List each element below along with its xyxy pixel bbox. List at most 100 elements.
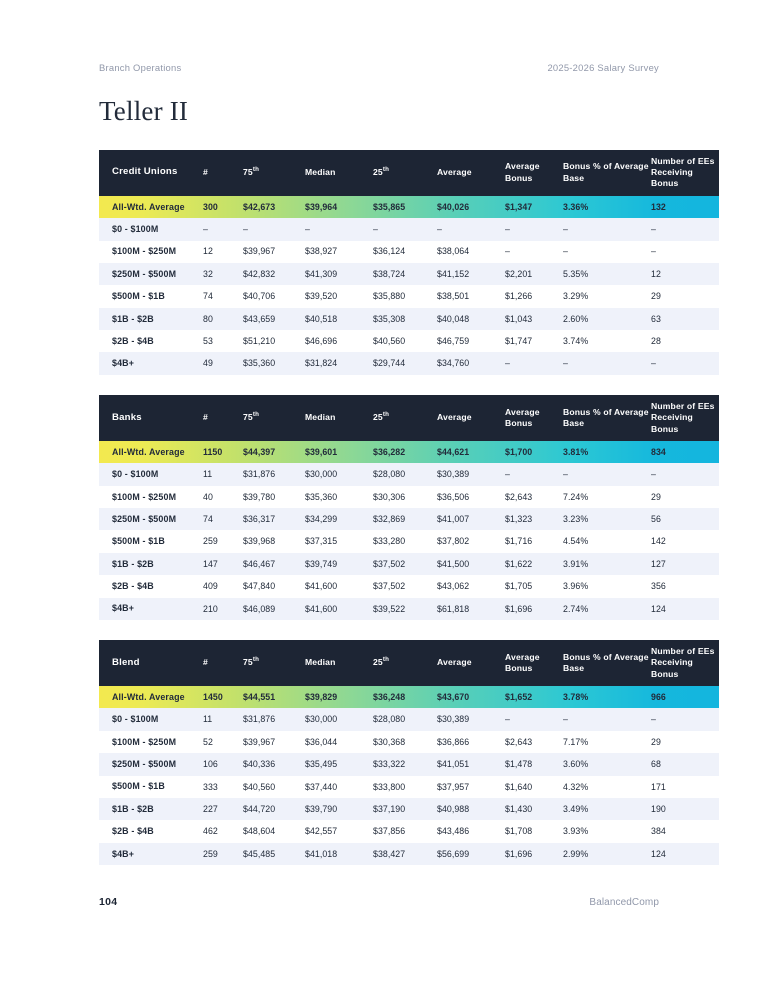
cell-75th: $39,967 <box>243 240 305 263</box>
column-header-count: # <box>203 394 243 441</box>
cell-average: $37,802 <box>437 530 505 553</box>
cell-75th: $46,467 <box>243 552 305 576</box>
row-label: $250M - $500M <box>99 508 203 531</box>
table-row: $4B+ 210 $46,089 $41,600 $39,522 $61,818 $1,69… <box>99 597 719 620</box>
cell-25th: $38,427 <box>373 842 437 866</box>
cell-ees-receiving: – <box>651 218 719 241</box>
cell-median: $39,520 <box>305 285 373 308</box>
running-head-publication: 2025-2026 Salary Survey <box>547 62 659 73</box>
cell-bonus-pct: 2.60% <box>563 307 651 331</box>
cell-25th: $33,280 <box>373 530 437 553</box>
cell-average-bonus: $1,347 <box>505 201 533 212</box>
cell-bonus-pct: 3.29% <box>563 285 651 308</box>
brand-wordmark: BalancedComp <box>589 897 659 908</box>
cell-average-bonus: $2,201 <box>505 262 563 286</box>
column-header-average-bonus: Average Bonus <box>505 149 563 196</box>
column-header-count-text: # <box>203 412 208 423</box>
table-title-blend: Blend <box>99 640 203 687</box>
cell-average-bonus: – <box>505 240 563 263</box>
cell-75th: $44,720 <box>243 797 305 821</box>
cell-average-bonus: $1,696 <box>505 597 563 620</box>
column-header-bonus-pct-text: Bonus % of Average Base <box>563 406 649 428</box>
column-header-bonus-pct: Bonus % of Average Base <box>563 394 651 441</box>
cell-median: $39,829 <box>305 691 338 702</box>
column-header-average-bonus: Average Bonus <box>505 394 563 441</box>
running-head-section: Branch Operations <box>99 62 182 73</box>
cell-25th: $37,502 <box>373 575 437 598</box>
row-label: $1B - $2B <box>99 307 203 331</box>
cell-median: $38,927 <box>305 240 373 263</box>
column-header-count-text: # <box>203 167 208 178</box>
cell-ees-receiving: 124 <box>651 597 719 620</box>
cell-average: $46,759 <box>437 330 505 353</box>
cell-75th: $47,840 <box>243 575 305 598</box>
cell-75th: $31,876 <box>243 463 305 486</box>
row-label: $2B - $4B <box>99 820 203 843</box>
column-header-25th-ordinal-suffix: th <box>382 656 389 664</box>
cell-median: $39,749 <box>305 552 373 576</box>
row-label: $4B+ <box>99 597 203 620</box>
column-header-75th: 75th <box>243 640 305 687</box>
cell-count: 80 <box>203 307 243 331</box>
page-number: 104 <box>99 896 118 908</box>
cell-bonus-pct: – <box>563 708 651 731</box>
column-header-75th-ordinal-suffix: th <box>252 166 259 174</box>
cell-average-bonus: $1,323 <box>505 508 563 531</box>
cell-ees-receiving: 56 <box>651 508 719 531</box>
cell-ees-receiving: 171 <box>651 775 719 798</box>
page-title: Teller II <box>99 96 189 126</box>
column-header-25th: 25th <box>373 394 437 441</box>
column-header-75th-ordinal-suffix: th <box>252 411 259 419</box>
cell-75th: $44,397 <box>243 446 276 457</box>
table-header-row: Banks #75th Median 25th Average Average Bonus… <box>99 394 719 441</box>
column-header-median: Median <box>305 394 373 441</box>
row-label: $100M - $250M <box>99 485 203 509</box>
cell-median: $30,000 <box>305 463 373 486</box>
row-label: $100M - $250M <box>99 730 203 754</box>
table-header-row: Blend #75th Median 25th Average Average Bonus… <box>99 640 719 687</box>
cell-median: $41,018 <box>305 842 373 866</box>
cell-ees-receiving: 190 <box>651 797 719 821</box>
salary-table-blend: Blend #75th Median 25th Average Average Bonus… <box>99 640 719 866</box>
cell-ees-receiving: 68 <box>651 753 719 776</box>
cell-25th: $36,248 <box>373 691 406 702</box>
cell-ees-receiving: – <box>651 708 719 731</box>
cell-count: 11 <box>203 463 243 486</box>
cell-25th: $28,080 <box>373 708 437 731</box>
table-row: $2B - $4B 462 $48,604 $42,557 $37,856 $43,486… <box>99 820 719 843</box>
table-title-credit-unions: Credit Unions <box>99 149 203 196</box>
cell-average-bonus: $1,700 <box>505 446 533 457</box>
cell-median: $37,315 <box>305 530 373 553</box>
row-label: $500M - $1B <box>99 285 203 308</box>
column-header-75th: 75th <box>243 149 305 196</box>
cell-average: $43,062 <box>437 575 505 598</box>
table-row: $4B+ 259 $45,485 $41,018 $38,427 $56,699 $1,69… <box>99 842 719 866</box>
cell-25th: $32,869 <box>373 508 437 531</box>
row-label: $1B - $2B <box>99 797 203 821</box>
cell-25th: $39,522 <box>373 597 437 620</box>
cell-ees-receiving: 834 <box>651 446 666 457</box>
column-header-bonus-pct: Bonus % of Average Base <box>563 149 651 196</box>
cell-median: $41,600 <box>305 597 373 620</box>
cell-ees-receiving: – <box>651 240 719 263</box>
column-header-average-bonus-text: Average Bonus <box>505 161 540 183</box>
cell-count: 147 <box>203 552 243 576</box>
cell-25th: – <box>373 218 437 241</box>
table-row: $250M - $500M 74 $36,317 $34,299 $32,869 $41,… <box>99 508 719 531</box>
cell-median: $39,601 <box>305 446 338 457</box>
cell-average: $37,957 <box>437 775 505 798</box>
cell-average: $41,007 <box>437 508 505 531</box>
column-header-75th-text: 75 <box>243 167 253 178</box>
table-row: $0 - $100M – – – – – – – – <box>99 218 719 241</box>
cell-25th: $30,368 <box>373 730 437 754</box>
cell-75th: $42,832 <box>243 262 305 286</box>
cell-count: 259 <box>203 530 243 553</box>
cell-25th: $30,306 <box>373 485 437 509</box>
salary-table-banks: Banks #75th Median 25th Average Average Bonus… <box>99 394 719 620</box>
cell-average-bonus: $1,640 <box>505 775 563 798</box>
running-head: Branch Operations 2025-2026 Salary Surve… <box>99 0 659 73</box>
cell-average-bonus: – <box>505 218 563 241</box>
cell-75th: $42,673 <box>243 201 276 212</box>
cell-25th: $35,880 <box>373 285 437 308</box>
table-row: $1B - $2B 227 $44,720 $39,790 $37,190 $40,988… <box>99 797 719 821</box>
